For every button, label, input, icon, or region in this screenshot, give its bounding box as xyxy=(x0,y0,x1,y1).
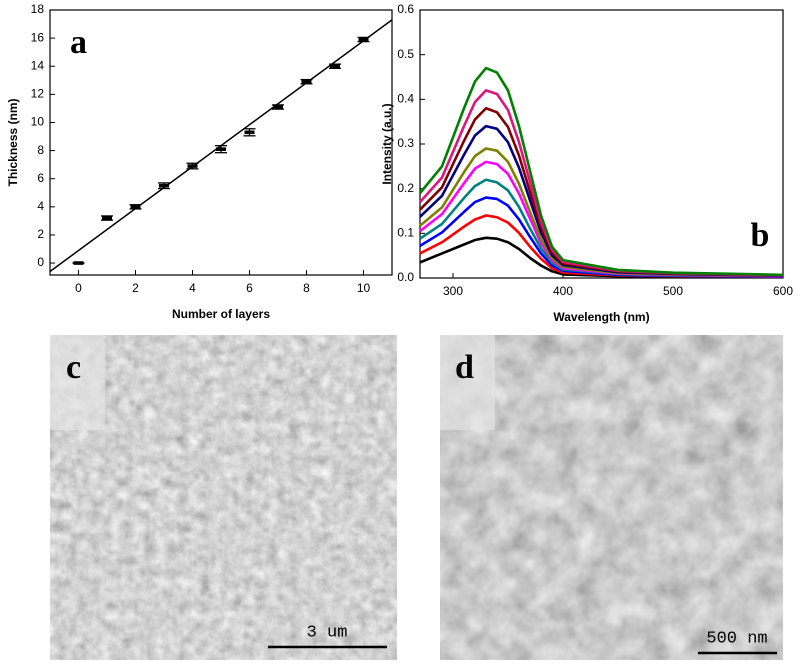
scale-bar-label: 3 um xyxy=(307,623,348,642)
spectrum-line xyxy=(419,196,784,278)
scale-bar-label: 500 nm xyxy=(706,629,767,648)
x-axis-label: Wavelength (nm) xyxy=(553,310,649,324)
x-tick-label: 8 xyxy=(303,281,310,295)
y-tick-label: 0.3 xyxy=(397,136,414,150)
spectrum-line xyxy=(418,66,784,277)
x-tick-label: 6 xyxy=(246,281,253,295)
plot-frame xyxy=(419,9,784,279)
panel-label: b xyxy=(751,217,770,254)
y-tick-label: 0.4 xyxy=(397,92,414,106)
x-tick-label: 400 xyxy=(553,284,573,298)
y-axis-label: Intensity (a.u.) xyxy=(380,103,394,184)
y-tick-label: 10 xyxy=(31,115,45,129)
y-tick-label: 0.0 xyxy=(397,270,414,284)
x-tick-label: 300 xyxy=(443,284,463,298)
y-tick-label: 14 xyxy=(31,58,45,72)
y-tick-label: 6 xyxy=(37,171,44,185)
y-tick-label: 8 xyxy=(37,143,44,157)
y-tick-label: 0 xyxy=(37,255,44,269)
y-tick-label: 4 xyxy=(37,199,44,213)
x-tick-label: 4 xyxy=(189,281,196,295)
y-tick-label: 0.1 xyxy=(397,226,414,240)
y-tick-label: 0.5 xyxy=(397,47,414,61)
y-tick-label: 0.2 xyxy=(397,181,414,195)
x-tick-label: 500 xyxy=(663,284,683,298)
x-axis-label: Number of layers xyxy=(172,307,270,321)
x-tick-label: 0 xyxy=(75,281,82,295)
y-tick-label: 0.6 xyxy=(397,2,414,16)
y-tick-label: 18 xyxy=(31,2,45,16)
sem-image-d: d 500 nm xyxy=(440,335,783,660)
panel-label: a xyxy=(70,24,87,61)
x-tick-label: 10 xyxy=(357,281,371,295)
panel-label: d xyxy=(455,349,474,386)
sem-image-c: c 3 um xyxy=(50,335,397,660)
spectrum-line xyxy=(419,178,784,278)
spectrum-line xyxy=(419,89,784,277)
spectrum-line xyxy=(419,106,784,277)
plot-frame xyxy=(49,9,393,276)
y-axis-label: Thickness (nm) xyxy=(6,98,20,186)
panel-label: c xyxy=(66,349,81,386)
y-tick-label: 12 xyxy=(31,87,45,101)
x-tick-label: 2 xyxy=(132,281,139,295)
x-tick-label: 600 xyxy=(773,284,793,298)
y-tick-label: 2 xyxy=(37,227,44,241)
y-tick-label: 16 xyxy=(31,30,45,44)
